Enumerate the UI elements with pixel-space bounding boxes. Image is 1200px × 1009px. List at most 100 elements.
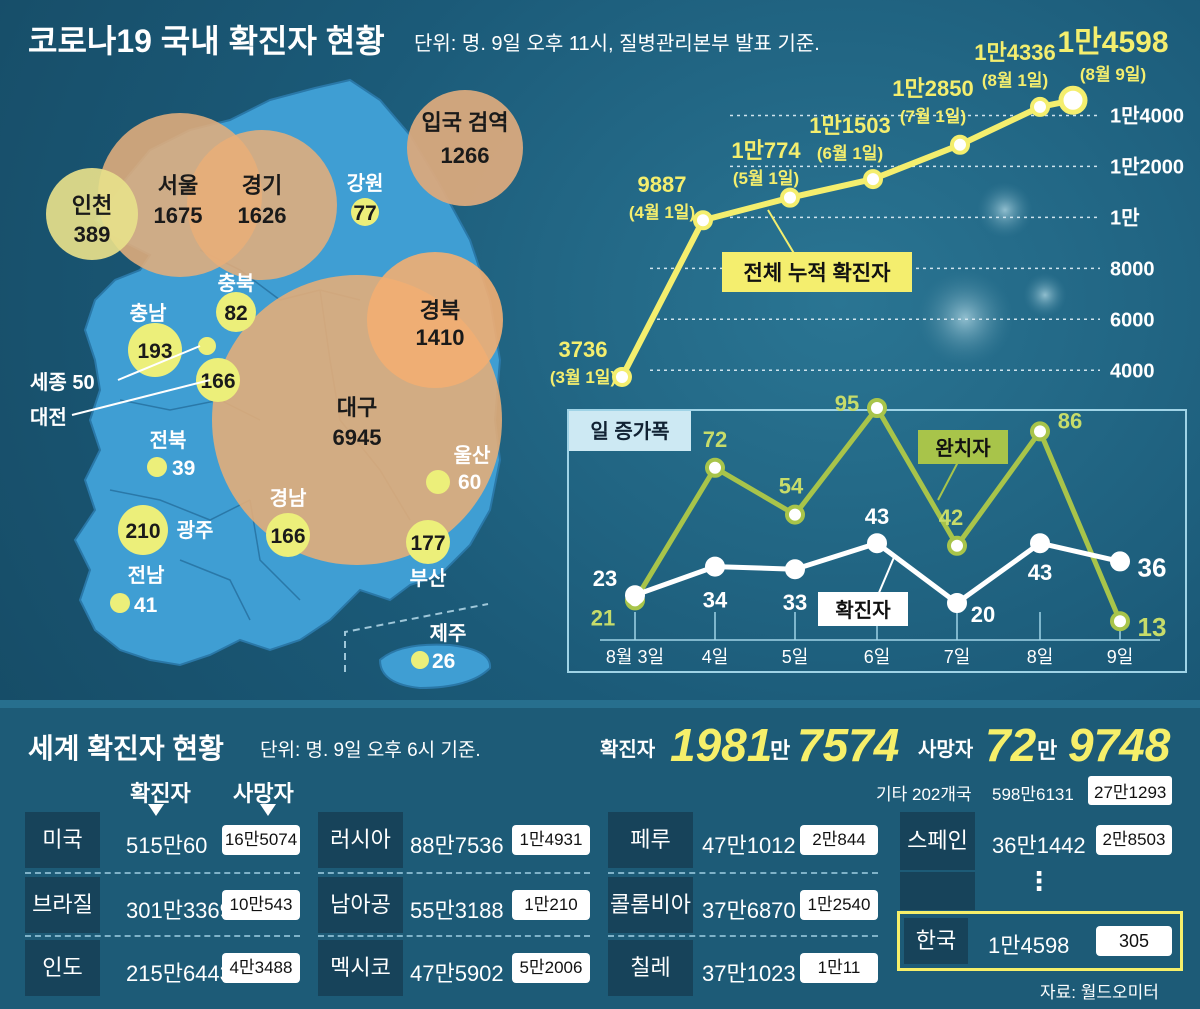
country-name: 브라질 [25, 877, 100, 933]
cumulative-ytick: 1만4000 [1110, 104, 1184, 127]
region-name-강원: 강원 [347, 172, 384, 195]
daily-point-확진자 [867, 533, 887, 554]
region-value-서울: 1675 [154, 203, 203, 228]
cumulative-value-label: 1만2850 [892, 76, 973, 101]
row-separator [25, 935, 300, 937]
page-subtitle: 단위: 명. 9일 오후 11시, 질병관리본부 발표 기준. [414, 32, 820, 55]
country-confirmed: 37만1023 [702, 961, 796, 986]
country-name: 페루 [608, 812, 693, 868]
col-header-confirmed: 확진자 [130, 781, 191, 806]
world-section [0, 700, 1200, 1009]
cumulative-point [693, 210, 713, 231]
others-label: 기타 202개국 [876, 785, 972, 804]
region-name-충남: 충남 [130, 302, 167, 325]
daily-xtick-label: 7일 [944, 647, 971, 667]
country-deaths: 1만4931 [512, 825, 590, 855]
daejeon-callout-line [71, 379, 211, 416]
daily-value-label: 86 [1058, 408, 1082, 433]
daily-point-완치자 [1110, 611, 1130, 632]
daily-value-label: 54 [779, 474, 804, 499]
region-name-인천: 인천 [72, 193, 112, 218]
country-confirmed: 47만1012 [702, 833, 796, 858]
cumulative-ytick: 1만 [1110, 206, 1140, 229]
page-title: 코로나19 국내 확진자 현황 [28, 23, 385, 59]
daily-point-완치자 [867, 398, 887, 418]
region-name-광주: 광주 [177, 519, 214, 542]
confirmed-label-box [818, 592, 908, 626]
country-deaths: 5만2006 [512, 953, 590, 983]
region-value-인천: 389 [74, 222, 111, 247]
cumulative-date-label: (5월 1일) [733, 169, 799, 188]
cumulative-point [1058, 85, 1088, 115]
country-deaths: 1만11 [800, 953, 878, 983]
daily-chart-title: 일 증가폭 [590, 420, 669, 443]
daily-value-label: 36 [1138, 552, 1167, 582]
daily-point-확진자 [1030, 533, 1050, 554]
cumulative-title-callout [767, 209, 796, 256]
cumulative-value-label: 1만4598 [1057, 26, 1168, 59]
others-confirmed: 598만6131 [992, 785, 1074, 804]
row-separator [608, 935, 878, 937]
region-name-경기: 경기 [242, 173, 282, 198]
region-value-전남: 41 [134, 594, 158, 617]
country-name: 스페인 [900, 812, 975, 870]
cumulative-chart-title: 전체 누적 확진자 [744, 262, 892, 285]
bubble-충남 [128, 323, 182, 377]
daily-point-확진자 [785, 559, 805, 580]
deaths-total-label: 사망자 [918, 739, 974, 761]
confirmed-total-number-b: 7574 [797, 719, 900, 771]
row-separator [318, 872, 590, 874]
region-value-경북: 1410 [416, 325, 465, 350]
recovered-series-name: 완치자 [935, 437, 991, 460]
bubble-전남 [110, 593, 130, 613]
country-confirmed: 515만60 [126, 833, 208, 858]
daily-point-완치자 [705, 457, 725, 478]
korea-highlight [897, 911, 1183, 971]
region-name-부산: 부산 [410, 567, 447, 590]
region-value-제주: 26 [432, 650, 455, 673]
virus-decoration [917, 270, 1013, 366]
cumulative-chart: 4000 6000 8000 1만 1만2000 1만4000 3736 (3월 1일) 988… [550, 26, 1184, 387]
daily-value-label: 21 [591, 605, 615, 630]
cumulative-value-label: 1만4336 [974, 40, 1055, 65]
daily-xtick-label: 8일 [1027, 647, 1054, 667]
region-name-전남: 전남 [128, 564, 165, 587]
region-name-입국 검역: 입국 검역 [421, 110, 508, 135]
cumulative-value-label: 1만1503 [809, 113, 890, 138]
region-value-강원: 77 [353, 202, 376, 225]
region-value-울산: 60 [458, 471, 481, 494]
ellipsis: ⋮ [1026, 866, 1052, 896]
region-value-충남: 193 [137, 340, 172, 363]
country-name: 러시아 [318, 812, 403, 868]
region-name-경북: 경북 [420, 298, 460, 323]
deaths-total-number-b: 9748 [1068, 719, 1171, 771]
daily-point-완치자 [1030, 421, 1050, 442]
cumulative-point [780, 187, 800, 208]
source-note: 자료: 월드오미터 [1040, 983, 1159, 1002]
virus-decoration [1023, 273, 1067, 317]
confirmed-total-number-a: 1981 [670, 719, 773, 771]
cumulative-value-label: 3736 [559, 337, 608, 362]
bubble-울산 [426, 470, 450, 494]
region-name-전북: 전북 [150, 429, 187, 452]
daily-xtick-label: 8월 3일 [606, 647, 664, 667]
country-confirmed: 215만6443 [126, 961, 232, 986]
daily-point-확진자 [1110, 551, 1130, 572]
recovered-label-box [918, 430, 1008, 464]
country-deaths: 10만543 [222, 890, 300, 920]
daily-xtick-label: 6일 [864, 647, 891, 667]
cumulative-date-label: (8월 9일) [1080, 65, 1146, 84]
bubble-입국 검역 [407, 90, 523, 206]
cumulative-date-label: (6월 1일) [817, 144, 883, 163]
region-name-경남: 경남 [270, 487, 307, 510]
region-name-서울: 서울 [158, 173, 198, 198]
deaths-total-unit: 만 [1037, 738, 1058, 763]
bubble-강원 [351, 198, 379, 226]
country-name: 인도 [25, 940, 100, 996]
region-name-제주: 제주 [430, 622, 467, 645]
cumulative-date-label: (7월 1일) [900, 107, 966, 126]
daily-xtick-label: 5일 [782, 647, 809, 667]
bubble-전북 [147, 457, 167, 477]
